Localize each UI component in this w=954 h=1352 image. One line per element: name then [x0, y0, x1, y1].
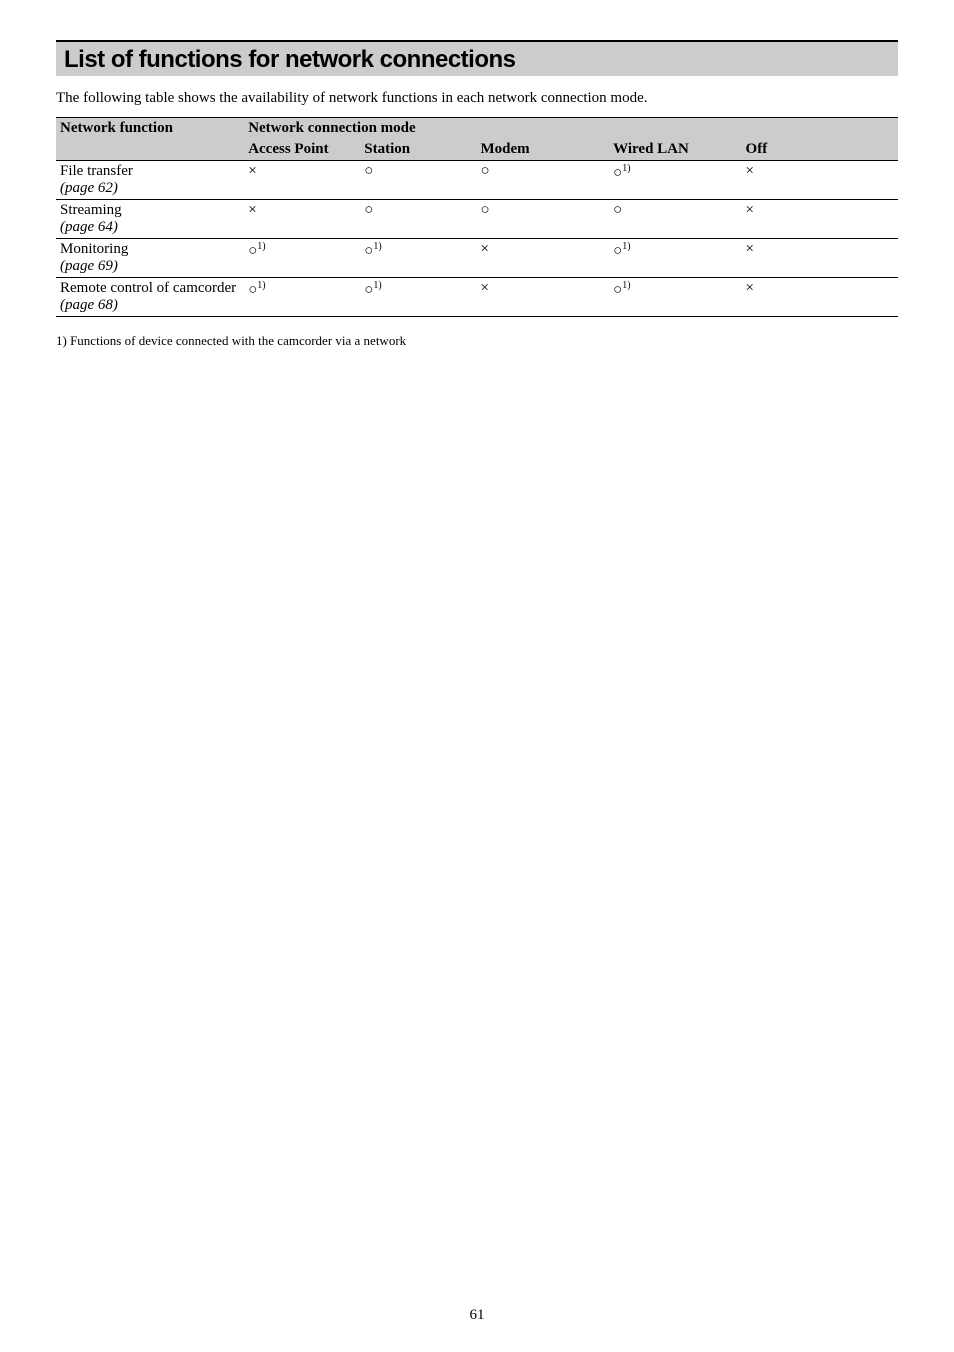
row-function-cell: Remote control of camcorder(page 68)	[56, 278, 244, 317]
col-header-access-point: Access Point	[244, 139, 360, 161]
row-page-ref: (page 69)	[60, 258, 118, 274]
table-body: File transfer(page 62)×○○○1)×Streaming(p…	[56, 161, 898, 317]
footnote-superscript: 1)	[373, 280, 381, 291]
col-header-wired-lan: Wired LAN	[609, 139, 741, 161]
circle-icon: ○	[613, 202, 622, 218]
col-header-function: Network function	[56, 118, 244, 161]
table-cell: ○1)	[360, 278, 476, 317]
table-cell: ○	[476, 161, 609, 200]
table-cell: ×	[244, 200, 360, 239]
row-function-label: File transfer	[60, 163, 133, 179]
table-header-row-1: Network function Network connection mode	[56, 118, 898, 140]
cross-icon: ×	[746, 280, 754, 296]
circle-icon: ○	[364, 202, 373, 218]
footnote-superscript: 1)	[622, 163, 630, 174]
footnote-text: 1) Functions of device connected with th…	[56, 333, 898, 349]
section-title: List of functions for network connection…	[64, 46, 890, 74]
circle-icon: ○	[248, 282, 257, 298]
table-cell: ○	[360, 200, 476, 239]
table-cell: ×	[742, 278, 898, 317]
row-function-label: Monitoring	[60, 241, 128, 257]
section-title-bar: List of functions for network connection…	[56, 40, 898, 76]
circle-icon: ○	[364, 243, 373, 259]
table-row: Streaming(page 64)×○○○×	[56, 200, 898, 239]
col-header-station: Station	[360, 139, 476, 161]
cross-icon: ×	[746, 163, 754, 179]
page-number: 61	[0, 1307, 954, 1324]
row-function-cell: Streaming(page 64)	[56, 200, 244, 239]
cross-icon: ×	[480, 241, 488, 257]
functions-table: Network function Network connection mode…	[56, 117, 898, 317]
table-cell: ○	[609, 200, 741, 239]
circle-icon: ○	[364, 163, 373, 179]
circle-icon: ○	[364, 282, 373, 298]
cross-icon: ×	[746, 202, 754, 218]
footnote-superscript: 1)	[373, 241, 381, 252]
row-page-ref: (page 68)	[60, 297, 118, 313]
table-cell: ○1)	[244, 239, 360, 278]
row-function-cell: Monitoring(page 69)	[56, 239, 244, 278]
footnote-superscript: 1)	[622, 241, 630, 252]
table-cell: ○1)	[244, 278, 360, 317]
table-cell: ○	[476, 200, 609, 239]
circle-icon: ○	[613, 282, 622, 298]
table-cell: ×	[244, 161, 360, 200]
table-cell: ×	[742, 161, 898, 200]
cross-icon: ×	[248, 202, 256, 218]
circle-icon: ○	[613, 243, 622, 259]
table-row: File transfer(page 62)×○○○1)×	[56, 161, 898, 200]
table-row: Remote control of camcorder(page 68)○1)○…	[56, 278, 898, 317]
cross-icon: ×	[480, 280, 488, 296]
table-cell: ×	[476, 239, 609, 278]
col-header-mode-group: Network connection mode	[244, 118, 898, 140]
table-cell: ○1)	[360, 239, 476, 278]
col-header-modem: Modem	[476, 139, 609, 161]
table-cell: ○1)	[609, 239, 741, 278]
col-header-off: Off	[742, 139, 898, 161]
circle-icon: ○	[613, 165, 622, 181]
table-cell: ×	[742, 200, 898, 239]
row-function-cell: File transfer(page 62)	[56, 161, 244, 200]
cross-icon: ×	[746, 241, 754, 257]
table-cell: ×	[742, 239, 898, 278]
circle-icon: ○	[248, 243, 257, 259]
circle-icon: ○	[480, 163, 489, 179]
table-row: Monitoring(page 69)○1)○1)×○1)×	[56, 239, 898, 278]
row-page-ref: (page 64)	[60, 219, 118, 235]
table-cell: ×	[476, 278, 609, 317]
row-function-label: Streaming	[60, 202, 122, 218]
footnote-superscript: 1)	[257, 280, 265, 291]
row-page-ref: (page 62)	[60, 180, 118, 196]
intro-paragraph: The following table shows the availabili…	[56, 90, 898, 107]
cross-icon: ×	[248, 163, 256, 179]
table-cell: ○1)	[609, 161, 741, 200]
table-cell: ○1)	[609, 278, 741, 317]
table-cell: ○	[360, 161, 476, 200]
footnote-superscript: 1)	[622, 280, 630, 291]
row-function-label: Remote control of camcorder	[60, 280, 236, 296]
circle-icon: ○	[480, 202, 489, 218]
footnote-superscript: 1)	[257, 241, 265, 252]
